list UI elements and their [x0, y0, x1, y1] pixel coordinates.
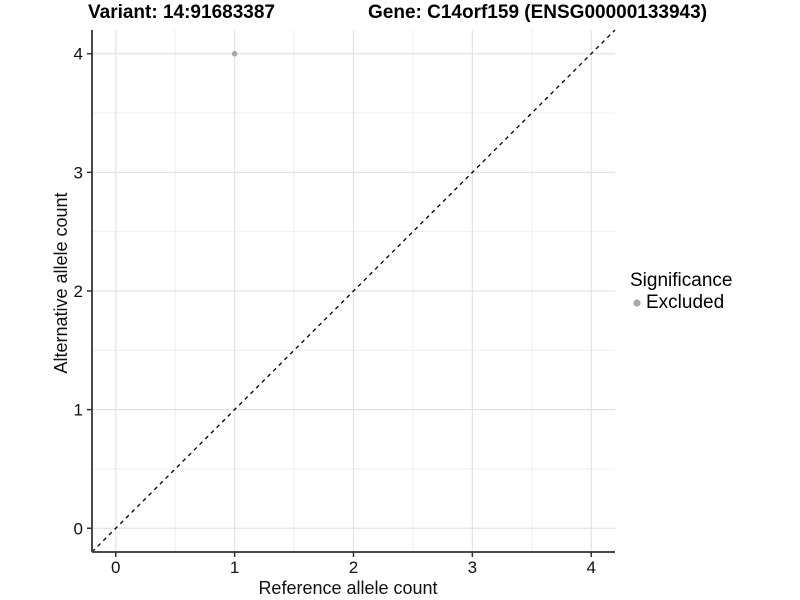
legend-title: Significance [630, 270, 733, 291]
x-tick-label: 1 [230, 558, 239, 577]
y-axis-title: Alternative allele count [51, 192, 71, 374]
gene-title: Gene: C14orf159 (ENSG00000133943) [368, 2, 708, 23]
x-tick-label: 3 [468, 558, 477, 577]
y-tick-label: 0 [74, 519, 83, 538]
data-point [231, 50, 238, 57]
y-tick-label: 1 [74, 401, 83, 420]
y-tick-label: 3 [74, 163, 83, 182]
legend: Significance Excluded [630, 270, 732, 314]
y-tick-label: 4 [74, 45, 83, 64]
x-axis-title: Reference allele count [258, 578, 438, 598]
x-tick-label: 4 [586, 558, 595, 577]
legend-item-label: Excluded [646, 292, 725, 313]
excluded-swatch-circle [633, 299, 641, 307]
x-tick-label: 2 [349, 558, 358, 577]
y-tick-label: 2 [74, 282, 83, 301]
excluded-swatch-icon [633, 299, 641, 307]
legend-item-excluded: Excluded [630, 292, 732, 314]
identity-line [91, 29, 616, 553]
x-tick-label: 0 [111, 558, 120, 577]
variant-title: Variant: 14:91683387 [88, 2, 275, 23]
